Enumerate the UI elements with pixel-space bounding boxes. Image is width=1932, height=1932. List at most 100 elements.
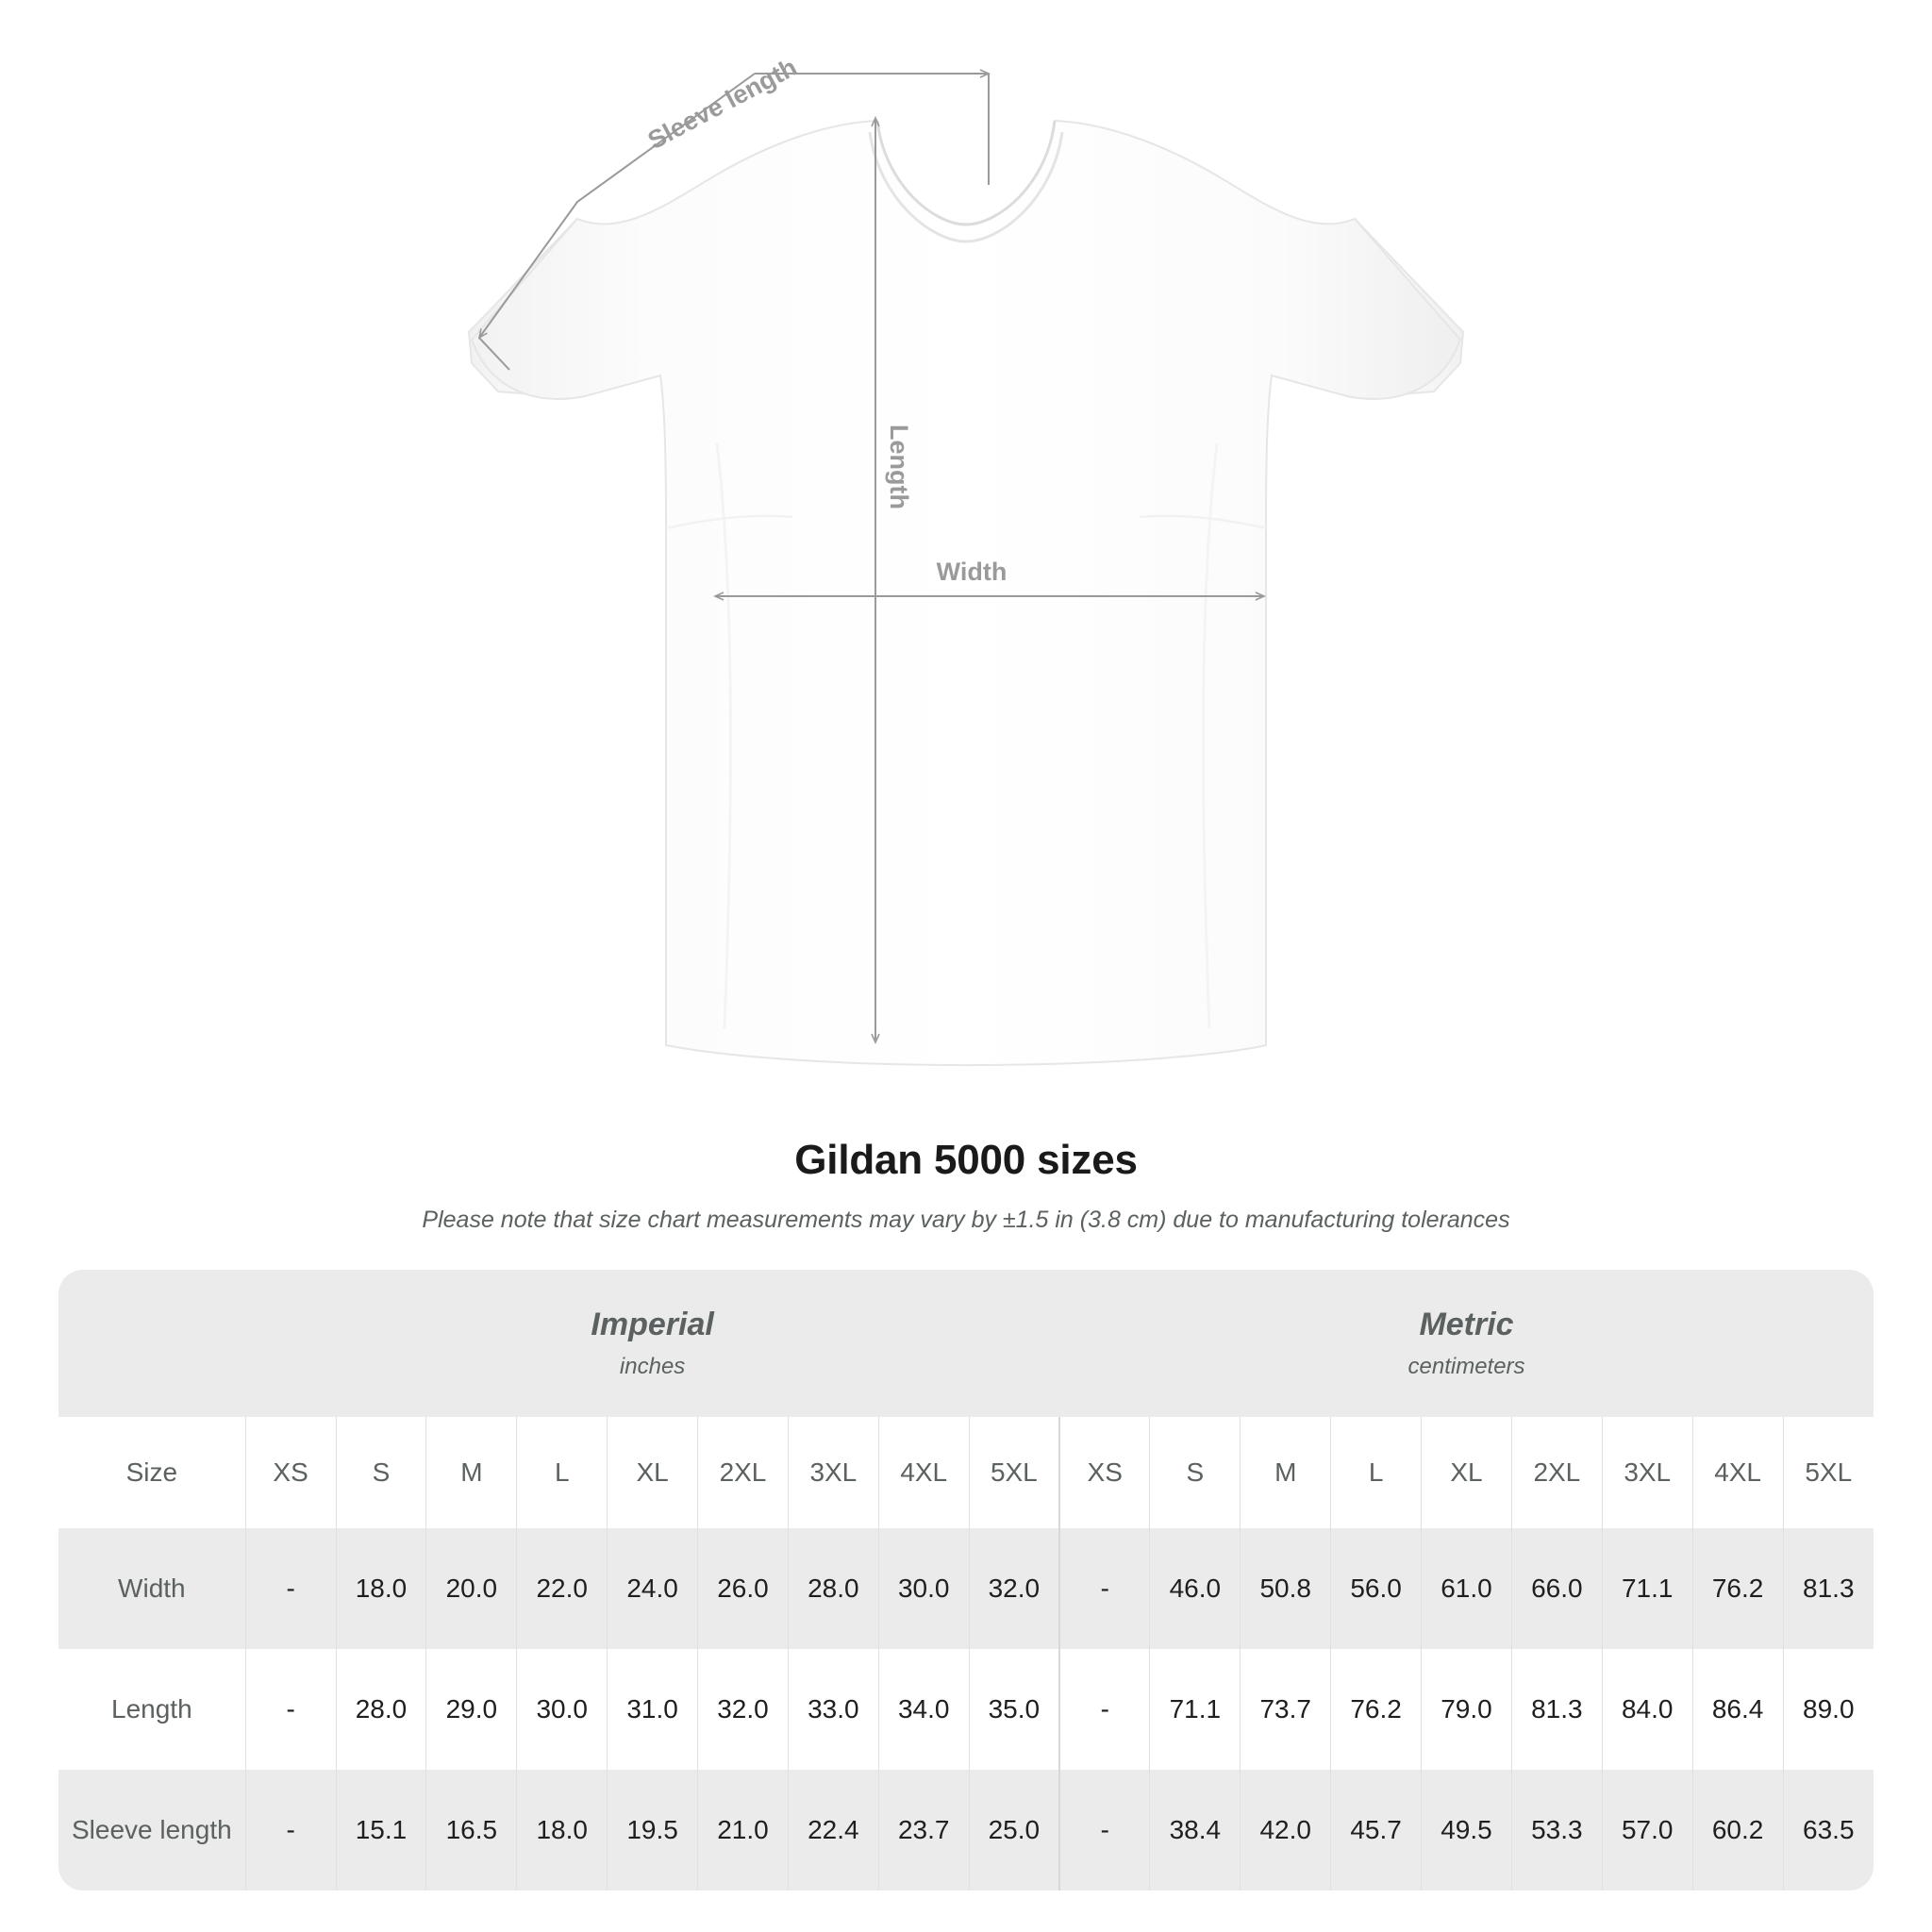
cell-width-s-imperial: 18.0 [335, 1528, 426, 1649]
table-row: Width -18.0 20.0 22.0 24.0 26.0 28.0 30.0 32.0-4… [58, 1528, 1874, 1649]
cell-sleeve-length-xl-metric: 49.5 [1421, 1770, 1512, 1890]
size-col-m-metric: M [1240, 1417, 1331, 1528]
cell-sleeve-length-m-imperial: 16.5 [425, 1770, 517, 1890]
cell-length-xs-imperial: - [244, 1649, 337, 1770]
cell-length-5xl-imperial: 35.0 [968, 1649, 1060, 1770]
size-col-5xl-metric: 5XL [1782, 1417, 1874, 1528]
size-col-m-imperial: M [425, 1417, 517, 1528]
heading-block: Gildan 5000 sizes Please note that size … [0, 1137, 1932, 1234]
cell-width-4xl-metric: 76.2 [1691, 1528, 1784, 1649]
size-col-s-metric: S [1149, 1417, 1241, 1528]
size-table: Imperial inches Metric centimeters Size XS S M L… [58, 1270, 1874, 1890]
cell-width-s-metric: 46.0 [1149, 1528, 1241, 1649]
tolerance-note: Please note that size chart measurements… [422, 1206, 1510, 1233]
cell-length-2xl-imperial: 32.0 [697, 1649, 789, 1770]
size-col-5xl-imperial: 5XL [968, 1417, 1060, 1528]
cell-width-5xl-metric: 81.3 [1782, 1528, 1874, 1649]
table-corner-cell [58, 1270, 246, 1417]
size-header-row: Size XS S M L XL 2XL 3XL 4XL 5XL XS S M L XL 2XL 3XL 4XL 5… [58, 1417, 1874, 1528]
sleeve-length-label: Sleeve length [643, 53, 802, 155]
cell-sleeve-length-l-metric: 45.7 [1330, 1770, 1422, 1890]
cell-sleeve-length-xs-imperial: - [244, 1770, 337, 1890]
cell-length-5xl-metric: 89.0 [1782, 1649, 1874, 1770]
cell-width-4xl-imperial: 30.0 [877, 1528, 970, 1649]
unit-header-imperial: Imperial inches [245, 1270, 1060, 1417]
cell-length-xl-metric: 79.0 [1421, 1649, 1512, 1770]
cell-width-2xl-metric: 66.0 [1510, 1528, 1603, 1649]
unit-name: Metric [1419, 1307, 1514, 1343]
cell-length-xs-metric: - [1058, 1649, 1150, 1770]
unit-header-metric: Metric centimeters [1059, 1270, 1874, 1417]
cell-width-xl-imperial: 24.0 [607, 1528, 698, 1649]
cell-width-l-metric: 56.0 [1330, 1528, 1422, 1649]
tshirt-illustration [467, 119, 1465, 1067]
size-col-4xl-metric: 4XL [1691, 1417, 1784, 1528]
cell-sleeve-length-l-imperial: 18.0 [516, 1770, 608, 1890]
cell-length-xl-imperial: 31.0 [607, 1649, 698, 1770]
cell-sleeve-length-xl-imperial: 19.5 [607, 1770, 698, 1890]
cell-width-3xl-metric: 71.1 [1601, 1528, 1693, 1649]
cell-width-l-imperial: 22.0 [516, 1528, 608, 1649]
size-col-xs-imperial: XS [244, 1417, 337, 1528]
size-col-3xl-metric: 3XL [1601, 1417, 1693, 1528]
size-col-2xl-imperial: 2XL [697, 1417, 789, 1528]
page-title: Gildan 5000 sizes [794, 1137, 1138, 1183]
cell-width-m-imperial: 20.0 [425, 1528, 517, 1649]
cell-length-s-metric: 71.1 [1149, 1649, 1241, 1770]
cell-width-3xl-imperial: 28.0 [787, 1528, 879, 1649]
cell-sleeve-length-s-imperial: 15.1 [335, 1770, 426, 1890]
size-col-l-imperial: L [516, 1417, 608, 1528]
cell-sleeve-length-s-metric: 38.4 [1149, 1770, 1241, 1890]
unit-banner-row: Imperial inches Metric centimeters [58, 1270, 1874, 1417]
cell-sleeve-length-5xl-imperial: 25.0 [968, 1770, 1060, 1890]
cell-length-m-imperial: 29.0 [425, 1649, 517, 1770]
row-label-sleeve-length: Sleeve length [58, 1770, 246, 1890]
row-label-length: Length [58, 1649, 246, 1770]
cell-sleeve-length-3xl-imperial: 22.4 [787, 1770, 879, 1890]
size-col-2xl-metric: 2XL [1510, 1417, 1603, 1528]
cell-sleeve-length-2xl-metric: 53.3 [1510, 1770, 1603, 1890]
size-row-label: Size [58, 1417, 246, 1528]
tshirt-measurement-diagram: Sleeve length Length Width [467, 53, 1465, 1067]
cell-length-4xl-metric: 86.4 [1691, 1649, 1784, 1770]
cell-sleeve-length-3xl-metric: 57.0 [1601, 1770, 1693, 1890]
size-col-s-imperial: S [335, 1417, 426, 1528]
cell-length-3xl-metric: 84.0 [1601, 1649, 1693, 1770]
cell-length-4xl-imperial: 34.0 [877, 1649, 970, 1770]
cell-length-s-imperial: 28.0 [335, 1649, 426, 1770]
length-label: Length [885, 425, 913, 509]
cell-length-l-imperial: 30.0 [516, 1649, 608, 1770]
sleeve-length-annotation [477, 69, 991, 371]
cell-width-xl-metric: 61.0 [1421, 1528, 1512, 1649]
row-label-width: Width [58, 1528, 246, 1649]
cell-length-2xl-metric: 81.3 [1510, 1649, 1603, 1770]
size-col-l-metric: L [1330, 1417, 1422, 1528]
width-label: Width [937, 558, 1008, 586]
cell-sleeve-length-4xl-imperial: 23.7 [877, 1770, 970, 1890]
cell-length-3xl-imperial: 33.0 [787, 1649, 879, 1770]
cell-sleeve-length-2xl-imperial: 21.0 [697, 1770, 789, 1890]
cell-sleeve-length-4xl-metric: 60.2 [1691, 1770, 1784, 1890]
unit-subtitle: centimeters [1407, 1353, 1525, 1379]
cell-sleeve-length-m-metric: 42.0 [1240, 1770, 1331, 1890]
cell-width-5xl-imperial: 32.0 [968, 1528, 1060, 1649]
unit-name: Imperial [591, 1307, 714, 1343]
cell-width-m-metric: 50.8 [1240, 1528, 1331, 1649]
cell-length-l-metric: 76.2 [1330, 1649, 1422, 1770]
size-col-3xl-imperial: 3XL [787, 1417, 879, 1528]
cell-length-m-metric: 73.7 [1240, 1649, 1331, 1770]
cell-sleeve-length-xs-metric: - [1058, 1770, 1150, 1890]
size-col-xs-metric: XS [1058, 1417, 1150, 1528]
size-col-4xl-imperial: 4XL [877, 1417, 970, 1528]
cell-sleeve-length-5xl-metric: 63.5 [1782, 1770, 1874, 1890]
unit-subtitle: inches [619, 1353, 686, 1379]
table-row: Sleeve length -15.1 16.5 18.0 19.5 21.0 22.4 23… [58, 1770, 1874, 1890]
cell-width-2xl-imperial: 26.0 [697, 1528, 789, 1649]
cell-width-xs-imperial: - [244, 1528, 337, 1649]
size-col-xl-imperial: XL [607, 1417, 698, 1528]
table-row: Length -28.0 29.0 30.0 31.0 32.0 33.0 34.0 35.0-… [58, 1649, 1874, 1770]
size-col-xl-metric: XL [1421, 1417, 1512, 1528]
size-table-container: Imperial inches Metric centimeters Size XS S M L… [58, 1270, 1874, 1890]
cell-width-xs-metric: - [1058, 1528, 1150, 1649]
